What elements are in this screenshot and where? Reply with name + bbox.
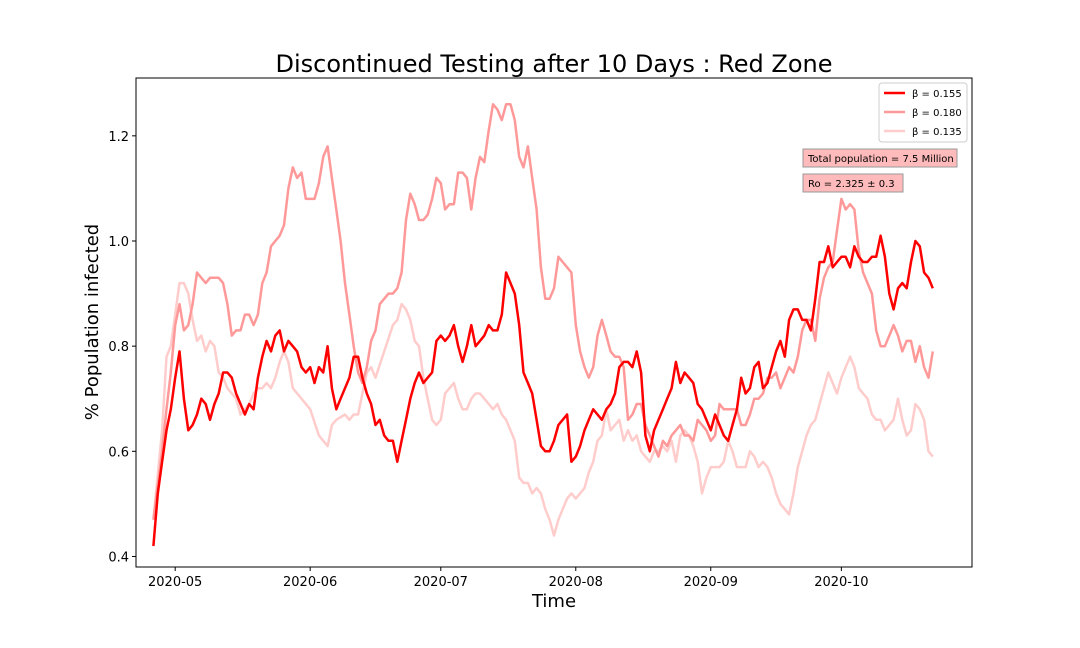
- x-tick-label: 2020-10: [814, 575, 868, 590]
- legend-label-3: β = 0.135: [912, 127, 962, 138]
- x-axis-label: Time: [531, 591, 576, 612]
- legend-label-1: β = 0.155: [912, 89, 962, 100]
- x-tick-label: 2020-05: [148, 575, 202, 590]
- annotation-ro: Ro = 2.325 ± 0.3: [802, 173, 904, 193]
- y-axis: 0.4 0.6 0.8 1.0 1.2: [108, 130, 136, 565]
- series-line-3: [152, 234, 934, 547]
- annotation-population: Total population = 7.5 Million: [802, 148, 958, 168]
- y-tick-label: 1.2: [108, 130, 129, 145]
- annotation-ro-text: Ro = 2.325 ± 0.3: [808, 179, 895, 190]
- y-tick-label: 0.8: [108, 340, 129, 355]
- y-tick-label: 0.6: [108, 445, 129, 460]
- y-tick-label: 1.0: [108, 235, 129, 250]
- series-line-1: [152, 281, 934, 537]
- legend-label-2: β = 0.180: [912, 108, 962, 119]
- x-tick-label: 2020-07: [414, 575, 468, 590]
- y-tick-label: 0.4: [108, 550, 129, 565]
- annotation-population-box: [802, 148, 958, 168]
- x-axis: 2020-05 2020-06 2020-07 2020-08 2020-09 2020-…: [148, 567, 869, 590]
- chart-title: Discontinued Testing after 10 Days : Red…: [275, 50, 832, 78]
- axes-frame: [135, 77, 973, 568]
- x-tick-label: 2020-06: [283, 575, 337, 590]
- series-line-2: [152, 103, 935, 520]
- x-tick-label: 2020-08: [549, 575, 603, 590]
- annotation-ro-box: [802, 173, 904, 193]
- plot-area: [152, 103, 935, 547]
- legend-box: [878, 82, 968, 143]
- x-tick-label: 2020-09: [684, 575, 738, 590]
- annotation-population-text: Total population = 7.5 Million: [807, 154, 954, 165]
- legend: β = 0.155 β = 0.180 β = 0.135: [878, 82, 968, 143]
- y-axis-label: % Population infected: [82, 224, 103, 420]
